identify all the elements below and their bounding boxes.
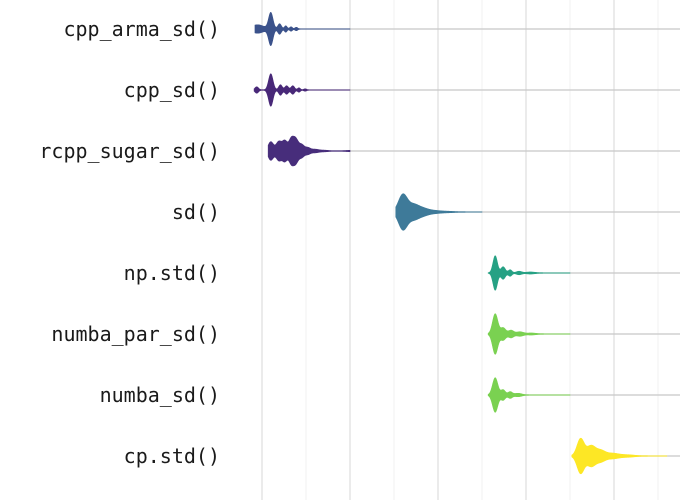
category-label-numba-par-sd: numba_par_sd() xyxy=(51,322,220,346)
violin-cp-std xyxy=(571,437,668,475)
category-label-cpp-arma-sd: cpp_arma_sd() xyxy=(63,17,220,41)
category-label-cpp-sd: cpp_sd() xyxy=(124,78,220,102)
category-labels: cpp_arma_sd() cpp_sd() rcpp_sugar_sd() sd()… xyxy=(39,17,220,468)
violin-cpp-sd xyxy=(253,73,351,107)
violin-numba-par-sd xyxy=(487,313,571,355)
grid-lines xyxy=(261,0,659,500)
category-label-rcpp-sugar-sd: rcpp_sugar_sd() xyxy=(39,139,220,163)
violin-cpp-arma-sd xyxy=(254,12,351,46)
violin-rcpp-sugar-sd xyxy=(267,135,351,167)
category-label-cp-std: cp.std() xyxy=(124,444,220,468)
category-label-np-std: np.std() xyxy=(124,261,220,285)
category-label-numba-sd: numba_sd() xyxy=(100,383,220,407)
violin-rows xyxy=(253,12,680,475)
violin-sd xyxy=(395,193,483,231)
violin-numba-sd xyxy=(487,377,571,413)
violin-np-std xyxy=(487,255,571,291)
category-label-sd: sd() xyxy=(172,200,220,224)
